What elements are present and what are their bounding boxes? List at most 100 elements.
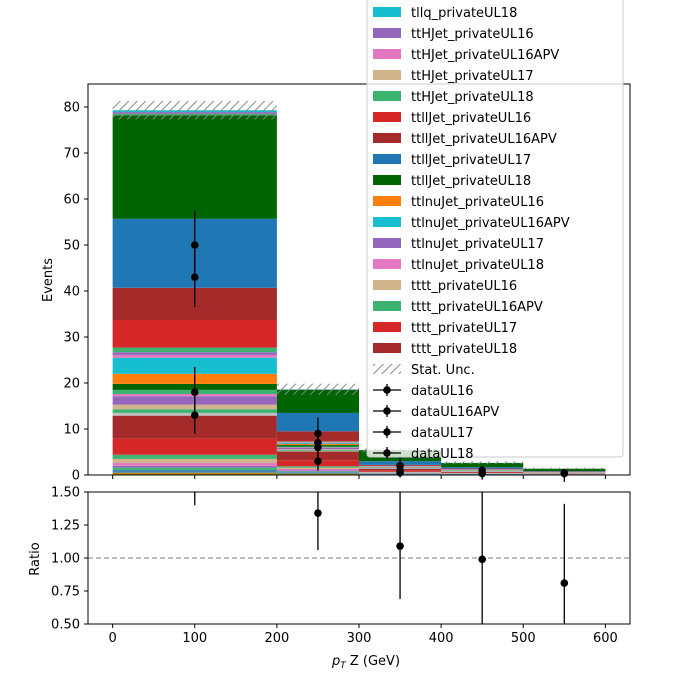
legend-swatch — [373, 196, 401, 206]
data-point — [190, 241, 199, 249]
ratio-points — [194, 492, 569, 624]
stack-bar — [112, 354, 277, 358]
ratio-x-tick-label: 400 — [429, 631, 454, 646]
ratio-y-ticks: 0.50 0.75 1.00 1.25 1.50 — [51, 486, 88, 633]
stack-bar — [112, 465, 277, 468]
legend-swatch — [373, 343, 401, 353]
stack-bar — [112, 458, 277, 464]
main-y-ticks: 0 10 20 30 40 50 60 70 80 — [63, 101, 88, 484]
ratio-x-tick-label: 200 — [264, 631, 289, 646]
legend-label: ttllJet_privateUL16 — [411, 111, 531, 126]
main-y-tick-label: 20 — [63, 377, 80, 392]
main-plot-panel: 0 10 20 30 40 50 60 70 80 Events — [41, 83, 631, 484]
stack-bar — [112, 352, 277, 355]
ratio-y-tick-label: 1.50 — [51, 486, 80, 501]
ratio-y-tick-label: 1.25 — [51, 519, 80, 534]
legend-swatch — [373, 175, 401, 185]
stack-bar — [112, 467, 277, 470]
legend-label: ttllJet_privateUL18 — [411, 174, 531, 189]
legend-swatch — [373, 217, 401, 227]
data-point — [190, 388, 199, 397]
stack-bar — [112, 115, 277, 219]
data-point — [190, 411, 199, 420]
ratio-x-tick-label: 0 — [108, 631, 116, 646]
ratio-y-tick-label: 1.00 — [51, 552, 80, 567]
legend-label: Stat. Unc. — [411, 363, 475, 378]
ratio-point — [560, 579, 569, 587]
legend-label: dataUL18 — [411, 447, 474, 462]
main-y-tick-label: 50 — [63, 239, 80, 254]
legend: tllq_privateUL18 ttHJet_privateUL16 ttHJet… — [366, 0, 624, 462]
data-point — [314, 457, 322, 466]
legend-swatch — [373, 280, 401, 290]
data-point — [190, 273, 199, 282]
ratio-x-ticks: 0 100 200 300 400 500 600 — [108, 624, 618, 646]
legend-label: ttllJet_privateUL16APV — [411, 132, 557, 147]
legend-label: tttt_privateUL17 — [411, 321, 517, 336]
legend-label: ttHJet_privateUL16APV — [411, 48, 559, 63]
legend-swatch — [373, 49, 401, 59]
ratio-point — [478, 555, 486, 564]
data-points — [190, 210, 569, 482]
stat-unc-hatch — [112, 101, 277, 120]
stat-unc-hatch — [276, 383, 359, 395]
stack-bar — [276, 470, 359, 472]
legend-swatch — [373, 154, 401, 164]
stack-bar — [112, 472, 277, 475]
ratio-point — [314, 509, 322, 517]
main-y-tick-label: 80 — [63, 101, 80, 116]
legend-label: ttlnuJet_privateUL17 — [411, 237, 544, 252]
legend-label: dataUL16APV — [411, 405, 499, 420]
legend-swatch — [373, 133, 401, 143]
legend-label: ttHJet_privateUL17 — [411, 69, 534, 84]
legend-label: dataUL17 — [411, 426, 474, 441]
legend-swatch — [373, 7, 401, 17]
main-y-tick-label: 60 — [63, 193, 80, 208]
main-y-tick-label: 0 — [72, 469, 80, 484]
ratio-y-tick-label: 0.50 — [51, 618, 80, 633]
ratio-x-tick-label: 500 — [511, 631, 536, 646]
ratio-plot-panel: 0 100 200 300 400 500 600 0.50 0.75 1.00 1.25 1.50… — [28, 486, 631, 671]
legend-swatch — [373, 28, 401, 38]
legend-marker — [383, 386, 391, 394]
legend-swatch — [373, 259, 401, 269]
stack-bar — [112, 469, 277, 473]
legend-label: tttt_privateUL18 — [411, 342, 517, 357]
legend-label: ttlnuJet_privateUL18 — [411, 258, 544, 273]
legend-marker — [383, 428, 391, 436]
stack-bar — [112, 463, 277, 466]
stack-bar — [276, 473, 359, 475]
main-x-ticks — [112, 475, 606, 479]
stack-bar — [276, 472, 359, 474]
ratio-point — [396, 542, 404, 550]
legend-label: dataUL16 — [411, 384, 474, 399]
legend-label: ttlnuJet_privateUL16 — [411, 195, 544, 210]
ratio-x-tick-label: 600 — [593, 631, 618, 646]
stack-bar — [112, 454, 277, 459]
legend-swatch — [373, 238, 401, 248]
ratio-x-tick-label: 300 — [347, 631, 372, 646]
stack-bar — [441, 463, 524, 468]
legend-marker — [383, 407, 391, 415]
legend-label: tllq_privateUL18 — [411, 6, 517, 21]
legend-label: tttt_privateUL16APV — [411, 300, 543, 315]
main-y-tick-label: 10 — [63, 423, 80, 438]
data-point — [478, 469, 486, 478]
stack-bar — [276, 471, 359, 473]
main-y-axis-label: Events — [41, 258, 56, 302]
legend-label: ttllJet_privateUL17 — [411, 153, 531, 168]
ratio-y-tick-label: 0.75 — [51, 585, 80, 600]
stack-bar — [112, 319, 277, 348]
main-y-tick-label: 40 — [63, 285, 80, 300]
main-y-tick-label: 30 — [63, 331, 80, 346]
main-y-tick-label: 70 — [63, 147, 80, 162]
stat-unc-hatch — [523, 467, 606, 470]
stat-unc-hatch — [441, 461, 524, 465]
legend-swatch — [373, 91, 401, 101]
data-point — [314, 443, 322, 452]
ratio-y-axis-label: Ratio — [28, 542, 43, 575]
stack-bar — [112, 347, 277, 353]
data-point — [560, 469, 569, 478]
legend-marker — [383, 449, 391, 457]
